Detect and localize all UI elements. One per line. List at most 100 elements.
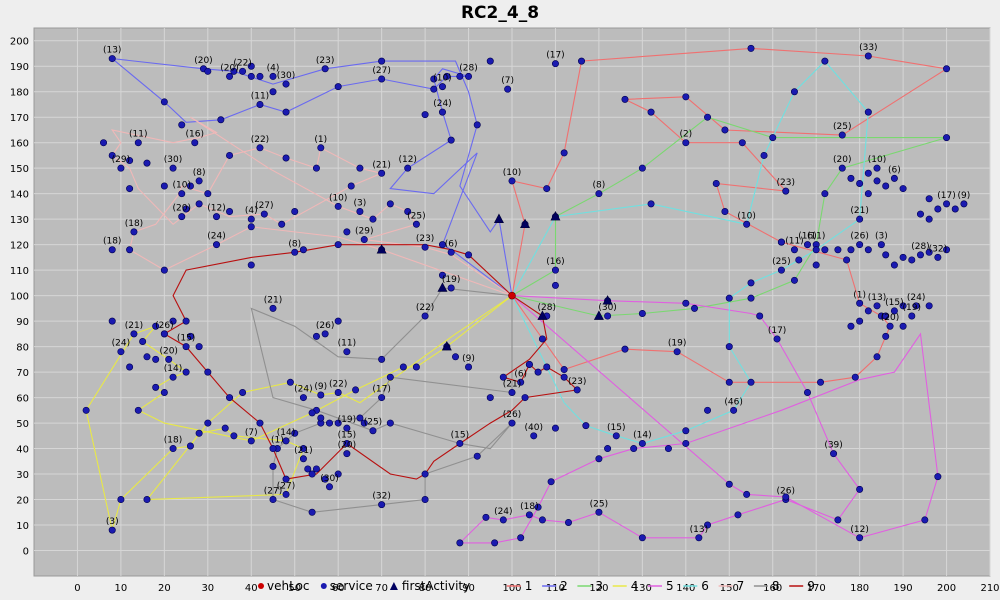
service-point — [282, 490, 290, 498]
service-point — [282, 108, 290, 116]
service-point — [551, 60, 559, 68]
service-point — [499, 516, 507, 524]
point-label: (14) — [633, 430, 651, 440]
x-tick-label: 10 — [115, 583, 128, 594]
service-point — [182, 317, 190, 325]
service-point — [230, 67, 238, 75]
point-label: (10) — [173, 181, 191, 191]
service-point — [682, 93, 690, 101]
x-tick-label: 80 — [419, 583, 432, 594]
legend-swatch — [389, 582, 398, 590]
service-point — [934, 253, 942, 261]
service-point — [856, 485, 864, 493]
service-point — [117, 496, 125, 504]
legend-swatch — [258, 583, 264, 589]
service-point — [404, 208, 412, 216]
service-point — [386, 200, 394, 208]
service-point — [360, 236, 368, 244]
service-point — [864, 246, 872, 254]
service-point — [704, 521, 712, 529]
service-point — [834, 516, 842, 524]
legend-label: 1 — [525, 579, 533, 593]
service-point — [582, 422, 590, 430]
service-point — [908, 256, 916, 264]
service-point — [551, 266, 559, 274]
service-point — [790, 246, 798, 254]
point-label: (1) — [853, 290, 866, 300]
service-point — [308, 470, 316, 478]
service-point — [347, 182, 355, 190]
point-label: (24) — [433, 99, 451, 109]
point-label: (18) — [103, 237, 121, 247]
service-point — [943, 134, 951, 142]
service-point — [856, 534, 864, 542]
point-label: (24) — [294, 385, 312, 395]
service-point — [282, 475, 290, 483]
service-point — [195, 343, 203, 351]
service-point — [621, 95, 629, 103]
service-point — [473, 452, 481, 460]
service-point — [308, 508, 316, 516]
service-point — [856, 317, 864, 325]
service-point — [165, 355, 173, 363]
service-point — [204, 368, 212, 376]
point-label: (10) — [737, 211, 755, 221]
service-point — [204, 67, 212, 75]
point-label: (28) — [538, 303, 556, 313]
service-point — [126, 185, 134, 193]
point-label: (20) — [881, 313, 899, 323]
service-point — [186, 182, 194, 190]
point-label: (15) — [177, 334, 195, 344]
service-point — [769, 134, 777, 142]
point-label: (20) — [173, 204, 191, 214]
legend-label: 5 — [666, 579, 674, 593]
service-point — [169, 445, 177, 453]
service-point — [317, 414, 325, 422]
service-point — [747, 279, 755, 287]
service-point — [160, 266, 168, 274]
service-point — [578, 57, 586, 65]
service-point — [943, 246, 951, 254]
service-point — [286, 378, 294, 386]
service-point — [843, 256, 851, 264]
y-tick-label: 0 — [23, 547, 29, 558]
point-label: (10) — [433, 74, 451, 84]
service-point — [560, 373, 568, 381]
service-point — [482, 513, 490, 521]
point-label: (30) — [277, 71, 295, 81]
service-point — [260, 210, 268, 218]
service-point — [908, 312, 916, 320]
first-activity-marker — [437, 282, 448, 292]
service-point — [777, 238, 785, 246]
y-tick-label: 90 — [16, 317, 29, 328]
service-point — [160, 98, 168, 106]
service-point — [882, 332, 890, 340]
service-points — [82, 44, 968, 547]
y-tick-label: 120 — [10, 241, 29, 252]
service-point — [551, 281, 559, 289]
service-point — [934, 473, 942, 481]
x-tick-label: 160 — [763, 583, 782, 594]
service-point — [864, 169, 872, 177]
point-label: (22) — [416, 303, 434, 313]
service-point — [551, 424, 559, 432]
service-point — [877, 241, 885, 249]
service-point — [830, 450, 838, 458]
service-point — [486, 394, 494, 402]
service-point — [682, 299, 690, 307]
first-activity-marker — [550, 210, 561, 221]
service-point — [743, 490, 751, 498]
service-point — [239, 388, 247, 396]
point-label: (21) — [294, 446, 312, 456]
service-point — [530, 432, 538, 440]
service-point — [247, 223, 255, 231]
point-label: (9) — [958, 191, 971, 201]
service-point — [130, 228, 138, 236]
y-tick-label: 50 — [16, 419, 29, 430]
service-point — [108, 317, 116, 325]
point-label: (25) — [364, 418, 382, 428]
point-label: (15) — [885, 298, 903, 308]
x-tick-label: 60 — [332, 583, 345, 594]
service-point — [369, 215, 377, 223]
service-point — [343, 439, 351, 447]
